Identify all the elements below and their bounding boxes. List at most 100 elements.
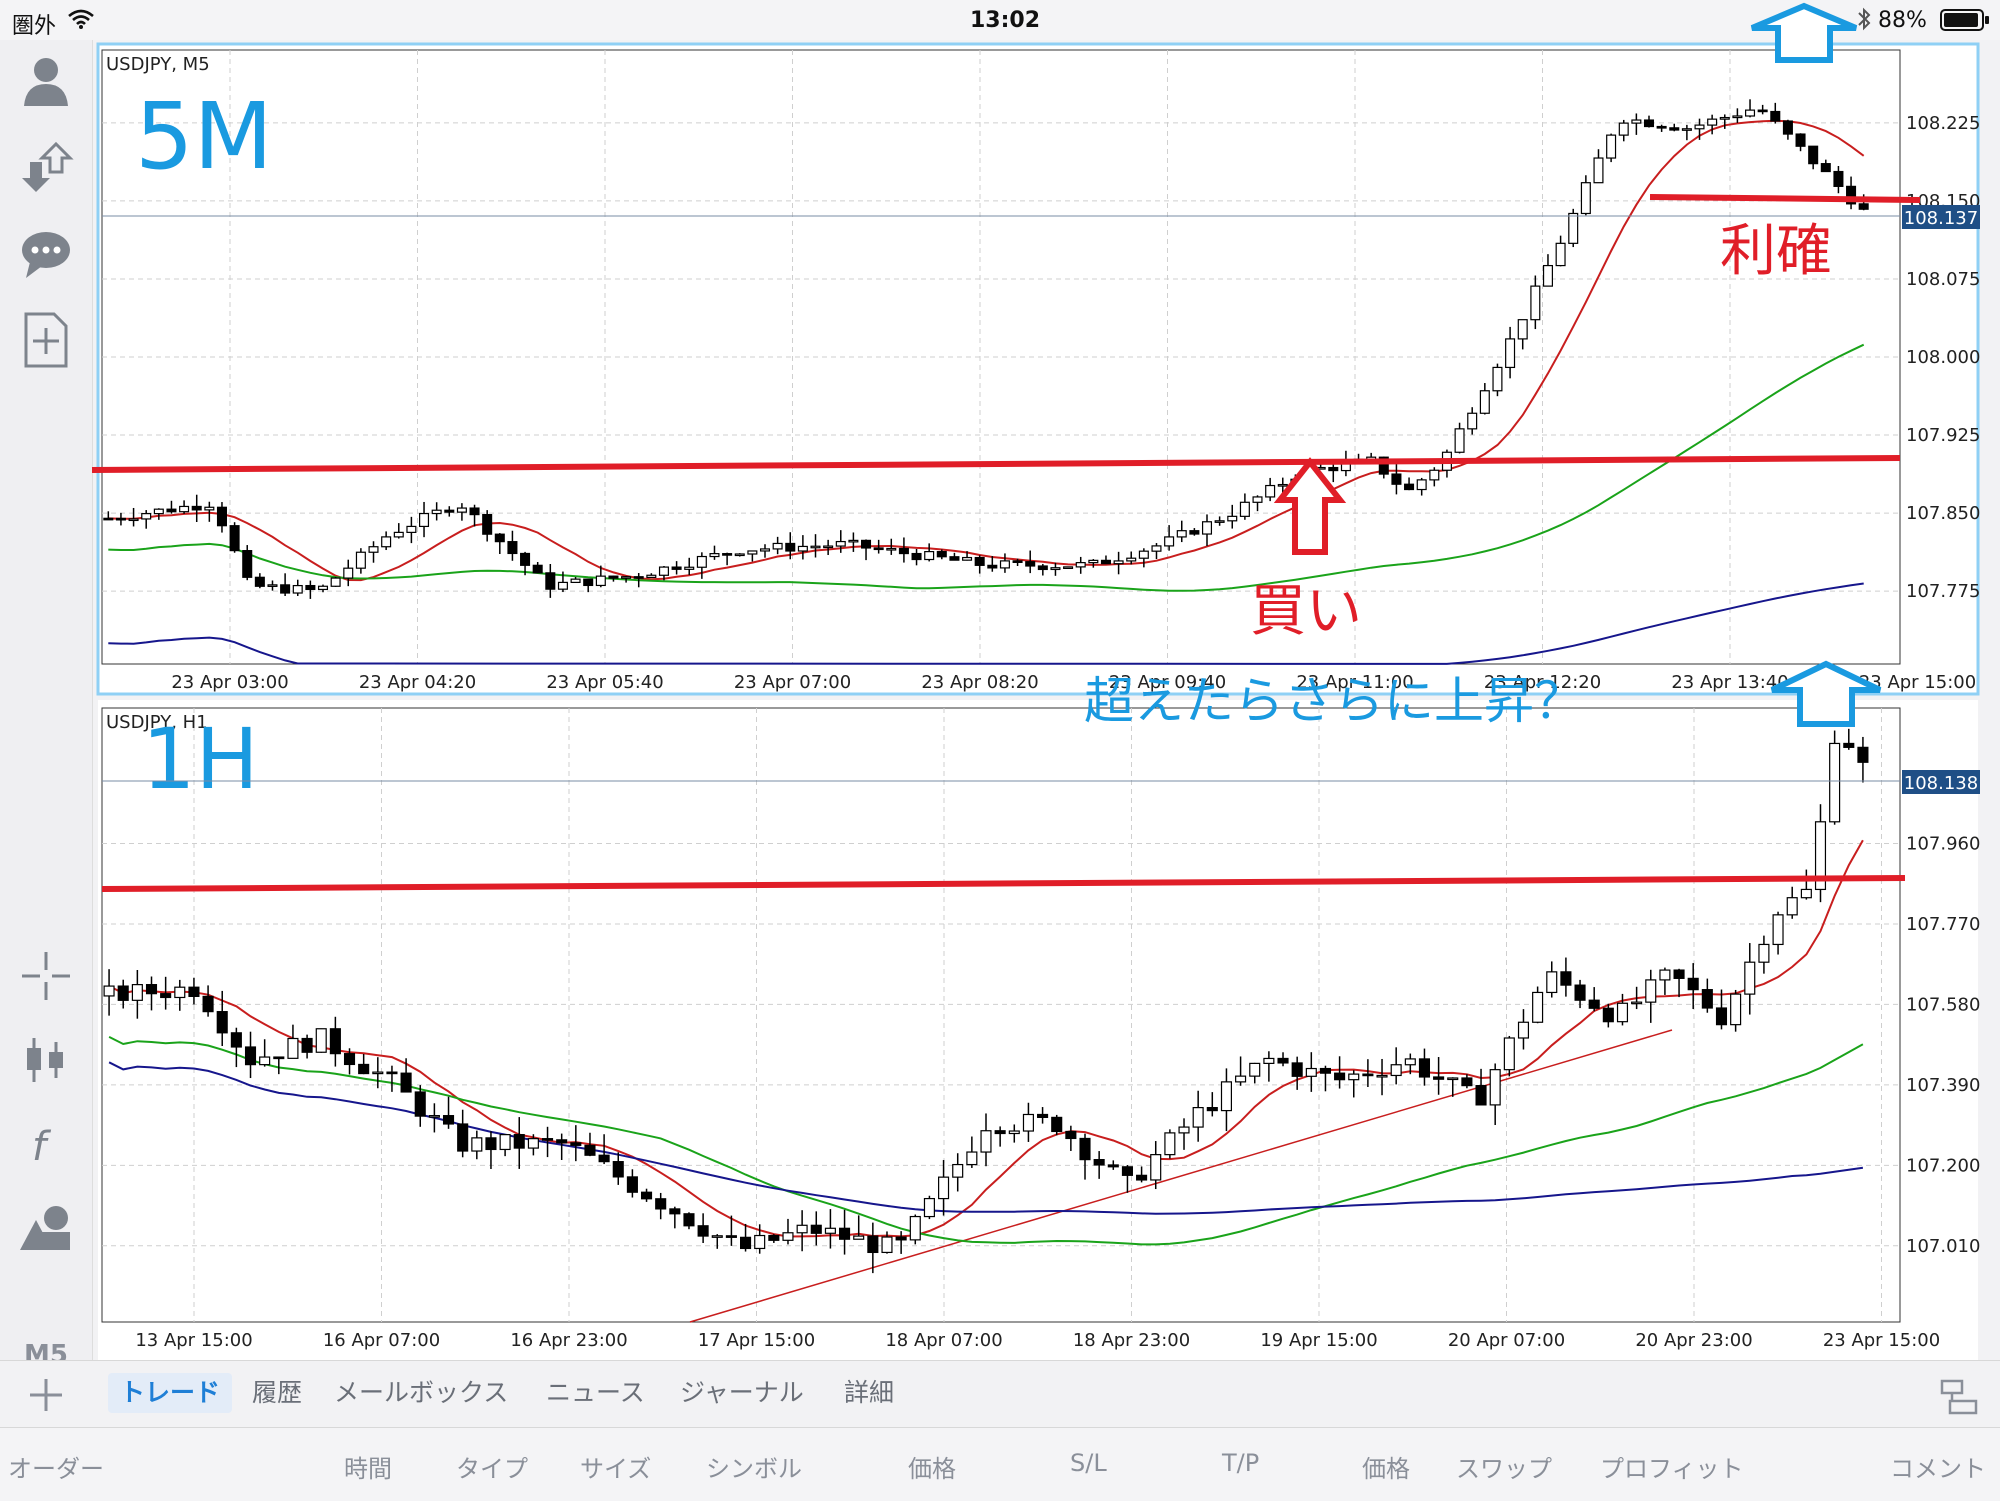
candle: [1546, 971, 1558, 994]
candle: [1770, 110, 1781, 122]
candle: [1829, 742, 1841, 823]
candle: [1404, 1058, 1416, 1066]
candle: [848, 539, 859, 543]
y-tick-label: 107.925: [1906, 425, 1980, 446]
indicator-icon[interactable]: f: [18, 1116, 74, 1172]
candle: [1542, 264, 1553, 287]
candle: [684, 566, 695, 570]
candle: [1113, 560, 1124, 565]
candle: [1249, 1062, 1261, 1077]
candle: [722, 553, 733, 556]
candle: [1843, 742, 1855, 748]
candle: [513, 1134, 525, 1149]
candle: [1669, 127, 1680, 131]
y-tick-label: 108.225: [1906, 113, 1980, 134]
candle: [1479, 390, 1490, 414]
y-tick-label: 107.775: [1906, 581, 1980, 602]
carrier-label: 圏外: [12, 14, 57, 39]
x-tick-label: 23 Apr 09:40: [1109, 672, 1226, 693]
candle: [1846, 185, 1857, 205]
candle: [824, 1227, 836, 1234]
layout-icon[interactable]: [1940, 1377, 1980, 1417]
y-tick-label: 107.010: [1906, 1236, 1980, 1257]
tab-journal[interactable]: ジャーナル: [680, 1378, 804, 1407]
candle: [1263, 1057, 1275, 1064]
candle: [1447, 1077, 1459, 1081]
chart-symbol-label: USDJPY, H1: [106, 712, 208, 733]
timeframe-annotation: 1H: [142, 710, 259, 808]
y-tick-label: 107.580: [1906, 994, 1980, 1015]
candle: [469, 507, 480, 516]
candle: [1745, 109, 1756, 117]
breakout-annotation: 超えたらさらに上昇？: [1084, 672, 1584, 730]
chart-h1[interactable]: 107.010 107.200 107.390 107.580 107.770 107.9…: [98, 660, 1980, 1360]
candle: [1227, 515, 1238, 522]
add-icon[interactable]: [28, 1377, 64, 1413]
candle: [174, 986, 186, 999]
candle: [556, 1139, 568, 1144]
candle: [608, 575, 619, 579]
candle: [115, 517, 126, 521]
account-icon[interactable]: [18, 52, 74, 108]
candle: [949, 556, 960, 561]
objects-icon[interactable]: [18, 1200, 74, 1256]
candle: [911, 552, 922, 561]
candle: [796, 1224, 808, 1234]
candle: [507, 541, 518, 555]
moving-average-line: [108, 119, 1865, 582]
tab-mailbox[interactable]: メールボックス: [334, 1378, 509, 1407]
chart-m5[interactable]: 107.775 107.850 107.925 108.000 108.075 108.1…: [91, 2, 1980, 696]
candle: [1673, 969, 1685, 979]
candle: [810, 1224, 822, 1234]
crosshair-icon[interactable]: [18, 948, 74, 1004]
tab-trade[interactable]: トレード: [108, 1373, 233, 1413]
candle: [1461, 1077, 1473, 1087]
tab-details[interactable]: 詳細: [844, 1378, 895, 1407]
candle: [179, 505, 190, 513]
candle-type-icon[interactable]: [18, 1032, 74, 1088]
candle: [1334, 1072, 1346, 1081]
x-tick-label: 23 Apr 05:40: [546, 672, 663, 693]
x-tick-label: 23 Apr 03:00: [171, 672, 288, 693]
candle: [1616, 1002, 1629, 1023]
candle: [867, 1235, 879, 1254]
column-time: 時間: [344, 1455, 392, 1483]
candle: [1252, 496, 1263, 503]
terminal-panel: トレード 履歴 メールボックス ニュース ジャーナル 詳細 オーダー 時間 タイ…: [0, 1360, 2000, 1501]
y-tick-label: 108.000: [1906, 347, 1980, 368]
candle: [1532, 991, 1544, 1023]
candle: [1126, 557, 1137, 562]
candle: [1489, 1069, 1501, 1106]
candle: [1121, 1166, 1133, 1176]
trade-arrows-icon[interactable]: [18, 140, 74, 196]
candle: [216, 506, 227, 527]
candle: [128, 518, 139, 522]
candle: [1214, 520, 1225, 523]
candle: [881, 1236, 893, 1254]
candle: [400, 1072, 412, 1093]
candle: [909, 1215, 921, 1241]
candle: [1429, 469, 1440, 481]
candle: [835, 540, 846, 547]
x-tick-label: 19 Apr 15:00: [1260, 1330, 1377, 1351]
candle: [456, 507, 467, 513]
candle: [658, 566, 669, 576]
candle: [1391, 473, 1402, 485]
candle: [1517, 319, 1528, 340]
candle: [1093, 1159, 1105, 1166]
candle: [1138, 550, 1149, 559]
chat-icon[interactable]: [18, 226, 74, 282]
candle: [999, 560, 1010, 569]
new-order-icon[interactable]: [18, 312, 74, 368]
candle: [966, 1151, 978, 1166]
tab-news[interactable]: ニュース: [546, 1378, 645, 1407]
tab-history[interactable]: 履歴: [252, 1378, 303, 1407]
candle: [1277, 1057, 1289, 1064]
x-tick-label: 18 Apr 23:00: [1073, 1330, 1190, 1351]
candle: [494, 533, 505, 543]
candle: [267, 584, 278, 587]
current-price-tag: [1902, 205, 1980, 229]
candle: [1719, 116, 1730, 120]
candle: [895, 1236, 907, 1241]
candle: [406, 525, 417, 533]
